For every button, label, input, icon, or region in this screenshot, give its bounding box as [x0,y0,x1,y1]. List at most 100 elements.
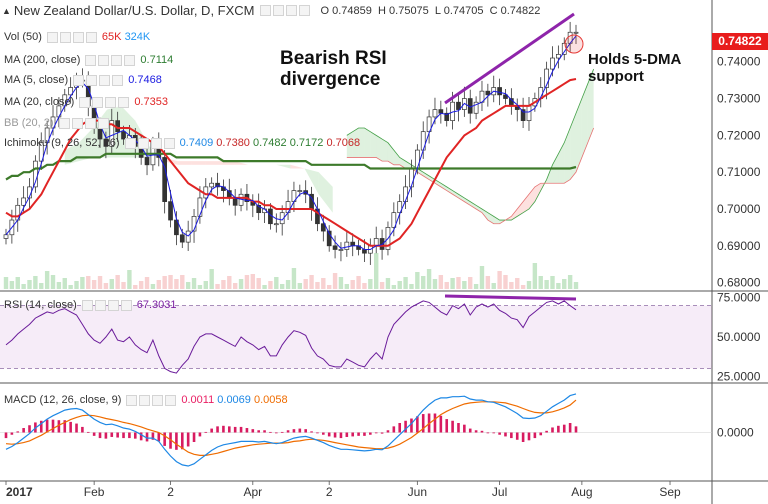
volume-bar [515,278,520,289]
volume-bar [520,285,526,289]
volume-bar [350,280,355,289]
more-icon[interactable] [124,54,136,66]
more-icon[interactable] [112,74,124,86]
macd-histogram-bar [498,432,501,435]
close-icon[interactable] [84,117,96,129]
collapse-arrow-icon[interactable]: ▲ [2,5,11,16]
settings-icon[interactable] [272,5,284,16]
cloud-segment [352,127,359,158]
candle-body [256,204,262,214]
volume-bar [156,280,161,289]
cloud-segment [440,183,447,191]
volume-bar [56,282,62,289]
macd-histogram-bar [133,432,137,439]
close-icon[interactable] [111,54,123,66]
volume-bar [468,277,473,289]
volume-bar [503,275,508,289]
eye-icon[interactable] [73,74,85,86]
settings-icon[interactable] [139,394,151,406]
macd-histogram-bar [404,420,407,433]
more-icon[interactable] [298,5,310,16]
candle-body [273,223,279,226]
price-tick-label: 0.71000 [717,165,761,179]
more-icon[interactable] [97,117,109,129]
eye-icon[interactable] [124,137,136,149]
eye-icon[interactable] [259,5,271,16]
candle-body [332,245,338,250]
eye-icon[interactable] [46,31,58,43]
vol-label: Vol (50) [4,31,42,43]
price-tick-label: 0.70000 [717,202,761,216]
volume-bar [44,271,50,289]
close-icon[interactable] [99,74,111,86]
eye-icon[interactable] [81,299,93,311]
more-icon[interactable] [85,31,97,43]
time-tick-label: Sep [659,485,681,499]
ichimoku-legend[interactable]: Ichimoku (9, 26, 52, 26) 0.7409 0.7380 0… [4,137,360,149]
more-icon[interactable] [163,137,175,149]
rsi-trendline [444,294,577,301]
volume-bar [479,266,485,289]
macd-histogram-bar [310,431,313,433]
settings-icon[interactable] [92,96,104,108]
macd-legend[interactable]: MACD (12, 26, close, 9) 0.0011 0.0069 0.… [4,394,288,406]
volume-bar [326,285,332,289]
volume-bar [397,281,402,289]
close-icon[interactable] [285,5,297,16]
macd-histogram-bar [4,432,8,439]
close-icon[interactable] [105,96,117,108]
ma5-legend[interactable]: MA (5, close) 0.7468 [4,74,162,86]
span-b-line [346,127,595,225]
ma20-legend[interactable]: MA (20, close) 0.7353 [4,96,168,108]
macd-histogram-bar [269,431,272,433]
settings-icon[interactable] [137,137,149,149]
volume-bar [244,275,250,289]
vol-legend[interactable]: Vol (50) 65K 324K [4,31,150,43]
close-icon[interactable] [150,137,162,149]
volume-bar [550,276,555,289]
more-icon[interactable] [120,299,132,311]
volume-bar [215,284,220,289]
macd-histogram-bar [369,432,372,435]
cloud-segment [393,150,400,165]
candle-body [497,87,502,96]
macd-histogram-bar [104,432,108,439]
bb-label: BB (20, 2) [4,117,54,129]
ma200-legend[interactable]: MA (200, close) 0.7114 [4,54,173,66]
macd-histogram-bar [186,432,190,447]
candle-body [344,241,350,250]
eye-icon[interactable] [58,117,70,129]
settings-icon[interactable] [59,31,71,43]
macd-histogram-bar [568,423,572,433]
eye-icon[interactable] [79,96,91,108]
candle-body [121,131,126,140]
macd-signal-line [5,399,577,456]
ohlc-close-label: C [489,4,498,17]
settings-icon[interactable] [98,54,110,66]
volume-bar [150,284,156,289]
candle-body [350,241,356,247]
close-icon[interactable] [72,31,84,43]
more-icon[interactable] [118,96,130,108]
cloud-segment [417,168,424,176]
settings-icon[interactable] [71,117,83,129]
settings-icon[interactable] [86,74,98,86]
macd-histogram-bar [227,426,231,433]
ma200-line [5,152,577,181]
volume-bar [362,283,367,289]
more-icon[interactable] [165,394,177,406]
close-icon[interactable] [152,394,164,406]
macd-histogram-bar [286,430,290,433]
candle-body [21,197,26,206]
rsi-legend[interactable]: RSI (14, close) 67.3031 [4,299,177,311]
volume-bar [91,280,97,289]
ohlc-close-value: 0.74822 [500,4,541,17]
volume-bar [121,282,126,289]
settings-icon[interactable] [94,299,106,311]
cloud-segment [523,194,529,213]
bb-legend[interactable]: BB (20, 2) [4,117,114,129]
eye-icon[interactable] [126,394,138,406]
close-icon[interactable] [107,299,119,311]
eye-icon[interactable] [85,54,97,66]
